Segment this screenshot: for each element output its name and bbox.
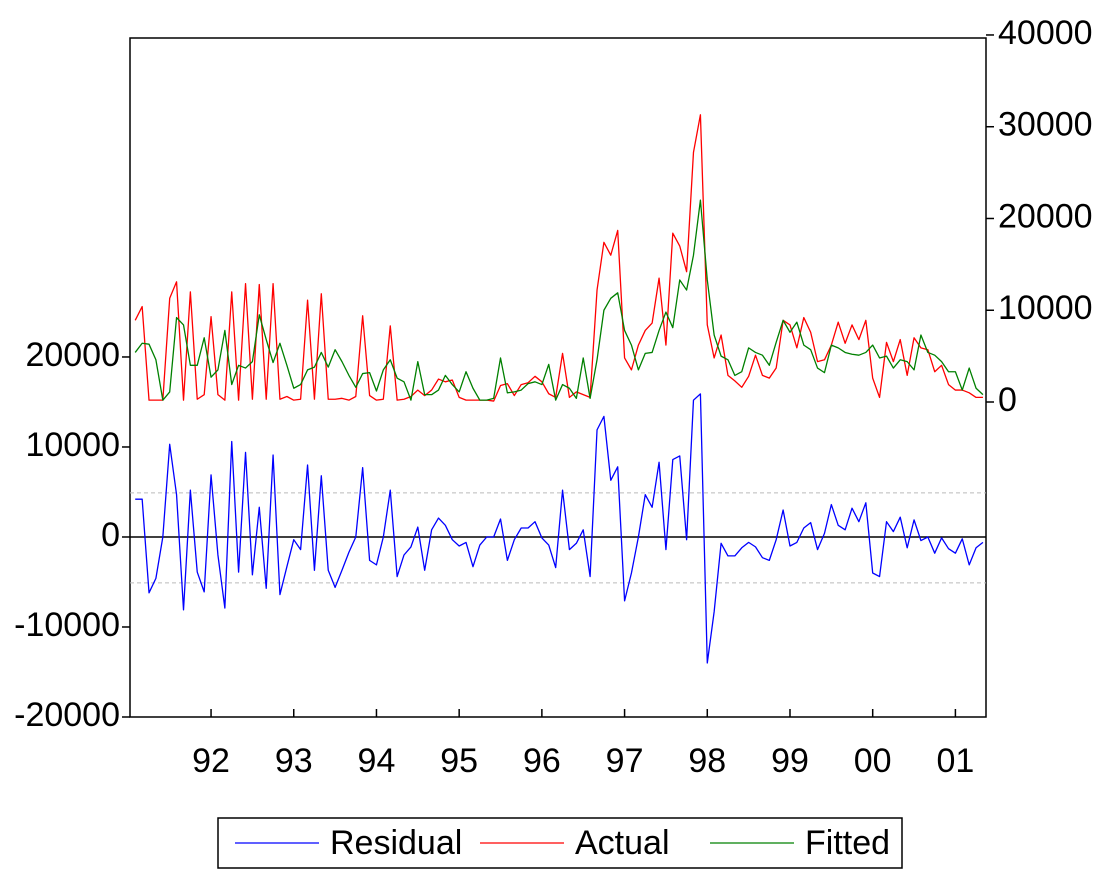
x-tick-label: 99 (771, 742, 809, 780)
series-line (134, 199, 984, 401)
legend-label: Fitted (805, 824, 890, 862)
x-tick-label: 98 (688, 742, 726, 780)
x-tick-label: 94 (358, 742, 396, 780)
y2-tick-label: 0 (998, 381, 1017, 419)
x-tick-label: 97 (606, 742, 644, 780)
series-line (134, 114, 983, 402)
plot-frame (129, 37, 987, 718)
x-tick-label: 96 (523, 742, 561, 780)
legend-label: Residual (330, 824, 462, 862)
y-tick-label: 20000 (25, 336, 120, 374)
y-tick-label: 0 (101, 516, 120, 554)
legend-label: Actual (575, 824, 670, 862)
x-tick-label: 01 (936, 742, 974, 780)
y2-tick-label: 10000 (998, 289, 1093, 327)
x-tick-label: 93 (275, 742, 313, 780)
y-tick-label: -10000 (14, 606, 120, 644)
y-tick-label: 10000 (25, 426, 120, 464)
x-tick-label: 00 (854, 742, 892, 780)
series-line (135, 393, 984, 664)
y2-tick-label: 40000 (998, 14, 1093, 52)
x-tick-label: 92 (192, 742, 230, 780)
y-tick-label: -20000 (14, 696, 120, 734)
x-tick-label: 95 (440, 742, 478, 780)
y2-tick-label: 20000 (998, 197, 1093, 235)
y2-tick-label: 30000 (998, 106, 1093, 144)
legend: Residual Actual Fitted (217, 817, 903, 869)
